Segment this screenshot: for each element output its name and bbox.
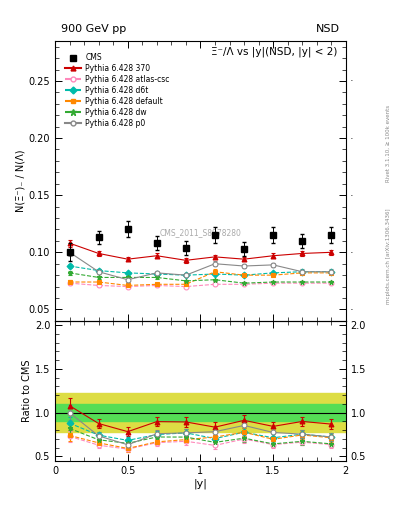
Text: 900 GeV pp: 900 GeV pp <box>61 24 126 34</box>
Text: mcplots.cern.ch [arXiv:1306.3436]: mcplots.cern.ch [arXiv:1306.3436] <box>386 208 391 304</box>
Text: CMS_2011_S8978280: CMS_2011_S8978280 <box>160 228 241 237</box>
Y-axis label: Ratio to CMS: Ratio to CMS <box>22 359 32 422</box>
Text: Ξ⁻/Λ vs |y|(NSD, |y| < 2): Ξ⁻/Λ vs |y|(NSD, |y| < 2) <box>211 47 337 57</box>
Legend: CMS, Pythia 6.428 370, Pythia 6.428 atlas-csc, Pythia 6.428 d6t, Pythia 6.428 de: CMS, Pythia 6.428 370, Pythia 6.428 atla… <box>65 53 170 127</box>
Y-axis label: N(Ξ⁻)₋ / N(Λ): N(Ξ⁻)₋ / N(Λ) <box>16 150 26 212</box>
Text: Rivet 3.1.10, ≥ 100k events: Rivet 3.1.10, ≥ 100k events <box>386 105 391 182</box>
X-axis label: |y|: |y| <box>193 478 208 489</box>
Text: NSD: NSD <box>316 24 340 34</box>
